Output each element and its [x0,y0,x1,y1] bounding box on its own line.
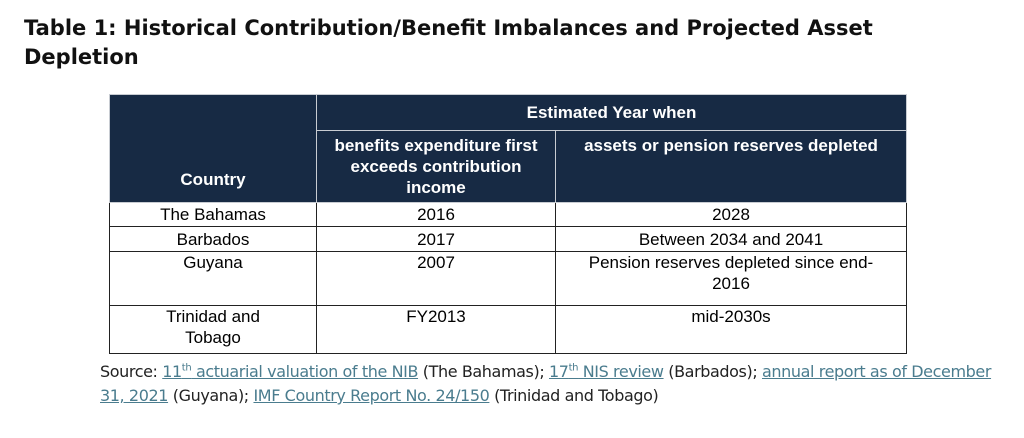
link-annual-report[interactable]: annual report as of December 31, 2021 [100,362,992,405]
source-label: Source: [100,362,163,381]
cell-benefits: 2007 [316,251,556,306]
cell-country: Trinidad and Tobago [109,305,317,354]
source-text: (Trinidad and Tobago) [489,386,659,405]
cell-assets: mid-2030s [555,305,907,354]
cell-assets: Pension reserves depleted since end-2016 [555,251,907,306]
link-nis-review[interactable]: 17th NIS review [549,362,664,381]
cell-benefits: 2016 [316,202,556,227]
depletion-table: Country Estimated Year when benefits exp… [109,94,907,354]
header-benefits: benefits expenditure first exceeds contr… [316,130,556,203]
table-row: Barbados 2017 Between 2034 and 2041 [109,226,907,252]
header-country: Country [109,94,317,203]
source-text: (Barbados); [663,362,763,381]
cell-benefits: 2017 [316,226,556,252]
header-estimated-year: Estimated Year when [316,94,907,131]
cell-country: The Bahamas [109,202,317,227]
table-row: Guyana 2007 Pension reserves depleted si… [109,251,907,306]
cell-assets: Between 2034 and 2041 [555,226,907,252]
cell-assets: 2028 [555,202,907,227]
header-assets: assets or pension reserves depleted [555,130,907,203]
source-text: (Guyana); [168,386,254,405]
source-text: (The Bahamas); [418,362,549,381]
cell-country: Guyana [109,251,317,306]
table-row: The Bahamas 2016 2028 [109,202,907,227]
cell-country: Barbados [109,226,317,252]
link-imf-report[interactable]: IMF Country Report No. 24/150 [253,386,490,405]
table-title: Table 1: Historical Contribution/Benefit… [24,16,873,69]
link-nib-valuation[interactable]: 11th actuarial valuation of the NIB [162,362,419,381]
cell-benefits: FY2013 [316,305,556,354]
table-row: Trinidad and Tobago FY2013 mid-2030s [109,305,907,354]
source-note: Source: 11th actuarial valuation of the … [100,360,1000,408]
